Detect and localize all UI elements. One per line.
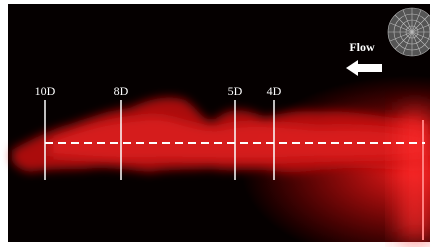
- station-label: 5D: [228, 84, 243, 98]
- light-source: [400, 110, 430, 240]
- grid-icon: [388, 8, 436, 56]
- station-label: 8D: [114, 84, 129, 98]
- flow-label: Flow: [349, 40, 375, 54]
- right-margin: [430, 0, 438, 247]
- station-label: 4D: [267, 84, 282, 98]
- flow-visualization: 10D 8D 5D 4D Flow: [0, 0, 438, 247]
- station-label: 10D: [35, 84, 56, 98]
- page: 10D 8D 5D 4D Flow (() => { const data = …: [0, 0, 438, 247]
